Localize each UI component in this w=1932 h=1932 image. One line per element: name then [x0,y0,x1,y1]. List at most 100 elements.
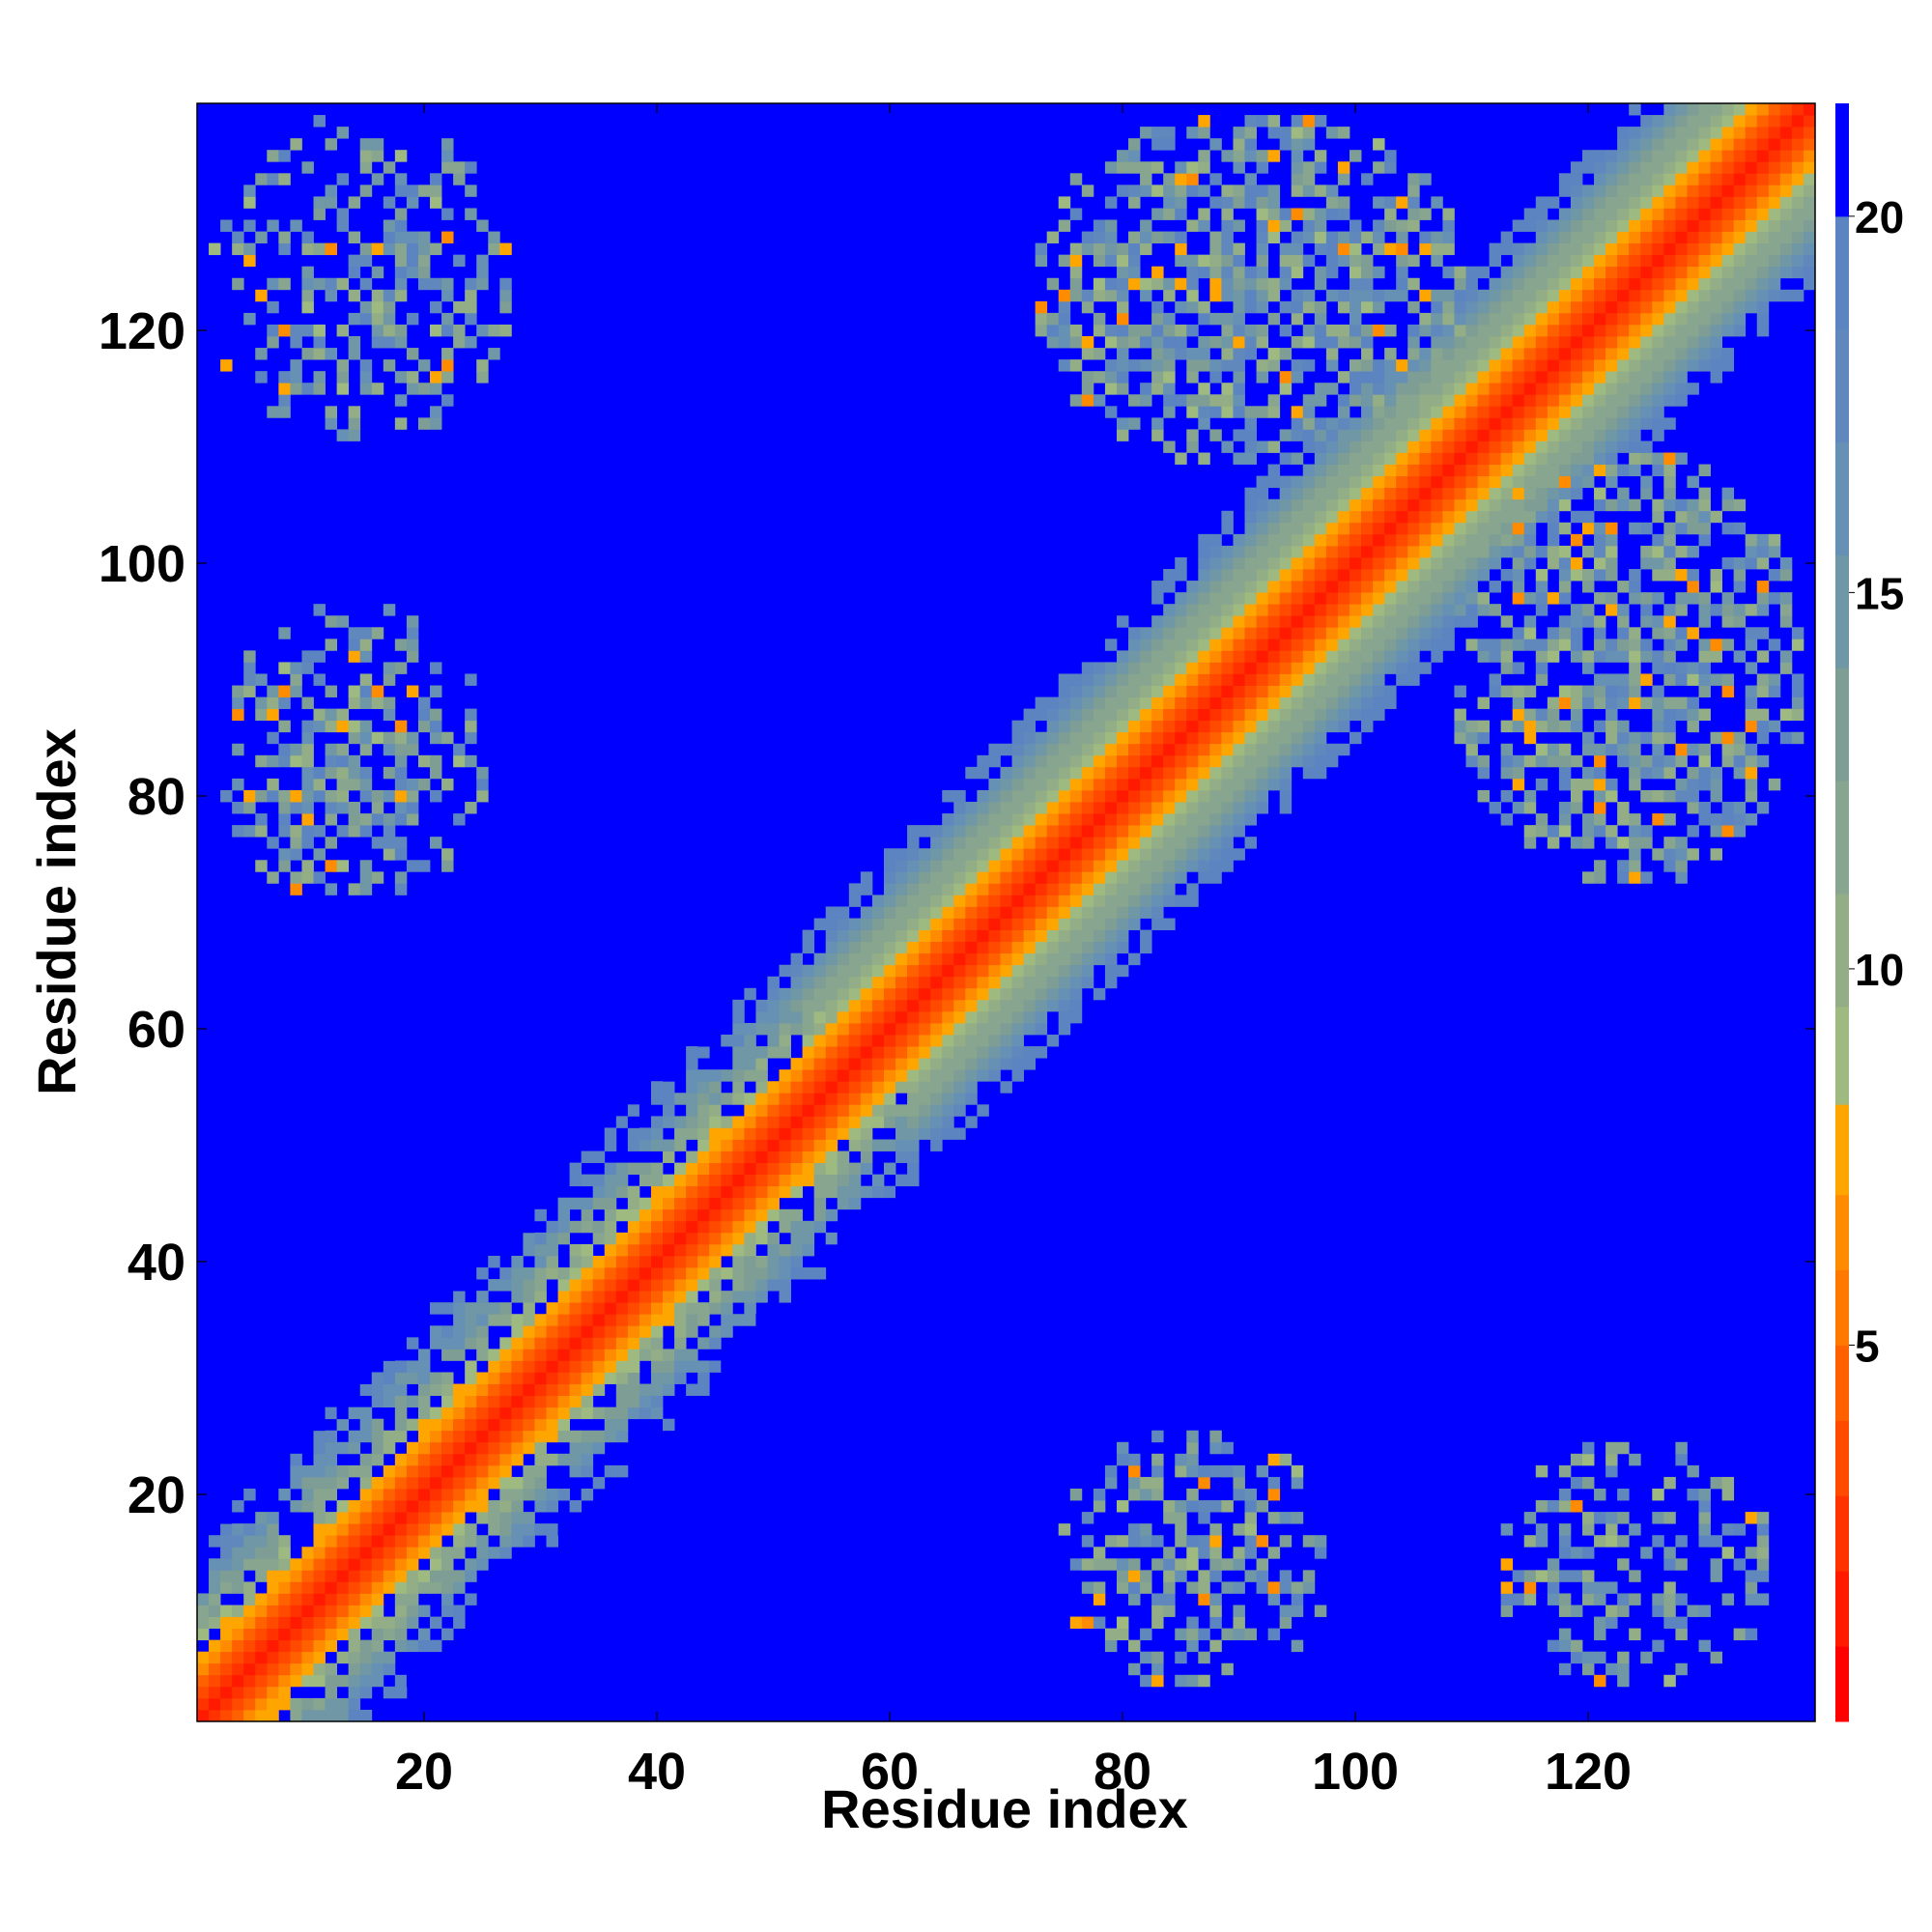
heatmap-cell [1279,371,1293,384]
heatmap-cell [674,1162,687,1176]
heatmap-cell [1500,336,1514,349]
heatmap-cell [1267,556,1281,570]
heatmap-cell [883,987,896,1001]
heatmap-cell [1209,592,1222,605]
heatmap-cell [1244,127,1257,139]
heatmap-cell [430,1488,442,1501]
heatmap-cell [220,1651,233,1664]
heatmap-cell [1151,138,1164,151]
heatmap-cell [1349,440,1362,453]
heatmap-cell [1209,1500,1222,1513]
heatmap-cell [1046,789,1060,803]
heatmap-cell [267,1709,279,1722]
heatmap-cell [1186,592,1199,605]
heatmap-cell [1629,731,1641,745]
heatmap-cell [1373,650,1385,663]
heatmap-cell [1477,731,1490,745]
heatmap-cell [1407,371,1420,384]
heatmap-cell [1209,242,1222,256]
heatmap-cell [301,720,314,733]
heatmap-cell [359,300,373,314]
heatmap-cell [1454,685,1466,697]
heatmap-cell [1023,918,1037,930]
heatmap-cell [1431,336,1443,349]
heatmap-cell [1652,336,1664,349]
heatmap-cell [1349,371,1362,384]
heatmap-cell [453,1547,466,1559]
heatmap-cell [1570,394,1583,407]
heatmap-cell [988,952,1001,966]
heatmap-cell [686,1314,698,1326]
heatmap-cell [1663,231,1676,243]
heatmap-cell [430,1464,442,1478]
heatmap-cell [1104,895,1118,907]
heatmap-cell [1465,743,1478,756]
heatmap-cell [278,1686,291,1699]
heatmap-cell [1581,1441,1595,1455]
heatmap-cell [627,1291,640,1303]
heatmap-cell [325,708,337,722]
heatmap-cell [1431,312,1443,326]
heatmap-cell [615,1430,629,1443]
heatmap-cell [1279,696,1293,710]
heatmap-cell [301,1709,314,1722]
heatmap-cell [709,1302,722,1315]
heatmap-cell [895,987,908,1001]
heatmap-cell [813,1046,827,1059]
heatmap-cell [255,860,268,872]
heatmap-cell [1489,487,1502,500]
heatmap-cell [523,1476,535,1490]
heatmap-cell [336,743,350,756]
heatmap-cell [1140,860,1152,872]
heatmap-cell [417,1349,431,1361]
heatmap-cell [255,708,268,722]
heatmap-cell [1581,871,1595,884]
heatmap-cell [278,789,291,803]
heatmap-cell [1652,766,1664,780]
heatmap-cell [1512,556,1525,570]
heatmap-cell [1081,837,1094,849]
heatmap-cell [1104,929,1118,943]
heatmap-cell [267,837,279,849]
heatmap-cell [686,1185,698,1199]
heatmap-cell [1617,173,1630,185]
heatmap-cell [1407,429,1420,441]
heatmap-cell [1489,394,1502,407]
heatmap-cell [1116,860,1129,872]
heatmap-cell [417,1430,431,1443]
heatmap-cell [767,1197,780,1210]
heatmap-cell [1046,976,1060,989]
heatmap-cell [1140,813,1152,826]
heatmap-cell [755,1046,768,1059]
heatmap-cell [1209,556,1222,570]
heatmap-cell [313,1581,326,1594]
heatmap-cell [1373,383,1385,395]
heatmap-cell [1140,127,1152,139]
heatmap-cell [1594,300,1606,314]
heatmap-cell [1163,359,1176,372]
heatmap-cell [930,871,943,884]
heatmap-cell [1011,802,1024,814]
heatmap-cell [1116,825,1129,838]
heatmap-cell [1454,359,1466,372]
heatmap-cell [499,1279,512,1292]
heatmap-cell [1629,208,1641,220]
heatmap-cell [721,1139,733,1151]
heatmap-cell [953,860,966,872]
heatmap-cell [1675,289,1688,302]
heatmap-cell [604,1360,617,1373]
heatmap-cell [1605,371,1618,384]
heatmap-cell [1046,941,1060,954]
heatmap-cell [313,277,326,291]
heatmap-cell [581,1151,594,1163]
heatmap-cell [1442,545,1455,558]
heatmap-cell [1535,1535,1548,1548]
heatmap-cell [1594,592,1606,605]
heatmap-cell [1570,277,1583,291]
heatmap-cell [1407,673,1420,686]
heatmap-cell [430,1302,442,1315]
heatmap-cell [1267,359,1281,372]
heatmap-cell [394,743,408,756]
heatmap-cell [1581,359,1595,372]
heatmap-cell [1605,300,1618,314]
